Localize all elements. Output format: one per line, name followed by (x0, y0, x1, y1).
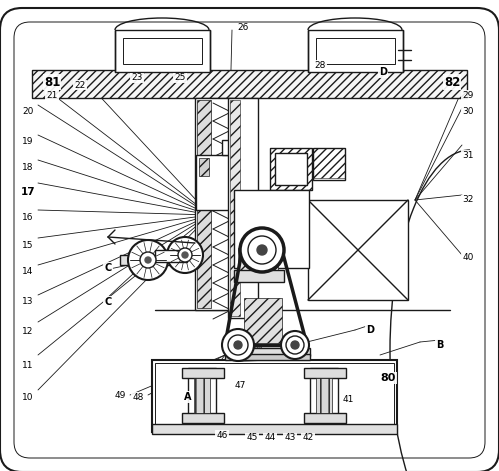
FancyBboxPatch shape (0, 8, 499, 471)
Bar (270, 148, 312, 190)
Text: 32: 32 (462, 195, 474, 204)
Circle shape (281, 331, 309, 359)
Bar (155, 363, 394, 429)
Text: 45: 45 (247, 433, 257, 442)
Bar (194, 378, 210, 413)
Bar (182, 368, 224, 378)
Circle shape (228, 335, 248, 355)
Text: 81: 81 (44, 75, 60, 89)
Bar (316, 378, 332, 413)
Text: 49: 49 (114, 390, 126, 399)
Text: 13: 13 (22, 298, 34, 307)
Text: 23: 23 (131, 73, 143, 82)
Text: D: D (379, 67, 387, 77)
Bar (225, 348, 310, 356)
Bar (115, 30, 210, 72)
Circle shape (248, 236, 276, 264)
Circle shape (240, 228, 284, 272)
Bar (152, 424, 397, 434)
Circle shape (145, 257, 151, 263)
Text: 44: 44 (264, 433, 275, 442)
Bar (120, 255, 200, 265)
Text: B: B (436, 340, 444, 350)
Text: 20: 20 (22, 107, 34, 116)
Text: 21: 21 (46, 90, 58, 99)
Text: 19: 19 (22, 138, 34, 146)
Text: 29: 29 (462, 90, 474, 99)
Text: 47: 47 (235, 381, 246, 390)
Bar (195, 98, 233, 310)
Text: 12: 12 (22, 327, 34, 336)
Text: 41: 41 (342, 396, 354, 405)
Text: 14: 14 (22, 268, 34, 276)
Bar (155, 250, 187, 262)
Circle shape (222, 329, 254, 361)
Circle shape (234, 341, 242, 349)
Bar (196, 155, 232, 210)
Text: 31: 31 (462, 151, 474, 160)
Bar (304, 413, 346, 423)
Bar (32, 70, 467, 98)
Bar (234, 190, 309, 268)
Circle shape (128, 240, 168, 280)
Bar (313, 148, 345, 180)
Text: 17: 17 (20, 187, 35, 197)
Bar (304, 368, 346, 378)
Text: D: D (366, 325, 374, 335)
Bar (199, 158, 209, 176)
Bar (222, 140, 242, 155)
Bar (188, 368, 216, 423)
Text: 18: 18 (22, 162, 34, 171)
Circle shape (182, 252, 188, 258)
Bar (152, 360, 397, 432)
Text: C: C (104, 297, 112, 307)
Circle shape (178, 248, 192, 262)
Bar (123, 38, 202, 64)
Bar (32, 70, 467, 98)
Bar (182, 413, 224, 423)
Text: 26: 26 (238, 24, 249, 32)
Bar (238, 248, 278, 273)
Text: 30: 30 (462, 107, 474, 116)
Text: 25: 25 (174, 73, 186, 82)
Text: 40: 40 (462, 253, 474, 262)
Bar (230, 100, 240, 316)
Circle shape (257, 245, 267, 255)
Text: 10: 10 (22, 393, 34, 403)
Bar (225, 354, 310, 360)
Bar (228, 98, 258, 318)
Bar (316, 38, 395, 64)
Text: 11: 11 (22, 360, 34, 370)
Text: 16: 16 (22, 213, 34, 222)
Bar (308, 200, 408, 300)
Text: 22: 22 (74, 81, 86, 89)
Bar (275, 153, 307, 185)
Text: 42: 42 (302, 433, 314, 442)
Text: 82: 82 (444, 75, 460, 89)
Circle shape (167, 237, 203, 273)
Text: A: A (184, 392, 192, 402)
Text: 48: 48 (132, 392, 144, 401)
Bar (197, 100, 211, 308)
Circle shape (291, 341, 299, 349)
Text: 80: 80 (380, 373, 396, 383)
Bar (310, 368, 338, 423)
Text: 28: 28 (314, 60, 326, 70)
Bar (244, 298, 282, 343)
Bar (234, 270, 284, 282)
Text: C: C (104, 263, 112, 273)
Circle shape (286, 336, 304, 354)
Text: 43: 43 (284, 433, 296, 442)
Text: 15: 15 (22, 241, 34, 250)
Circle shape (140, 252, 156, 268)
Bar (308, 30, 403, 72)
Text: 46: 46 (216, 430, 228, 439)
